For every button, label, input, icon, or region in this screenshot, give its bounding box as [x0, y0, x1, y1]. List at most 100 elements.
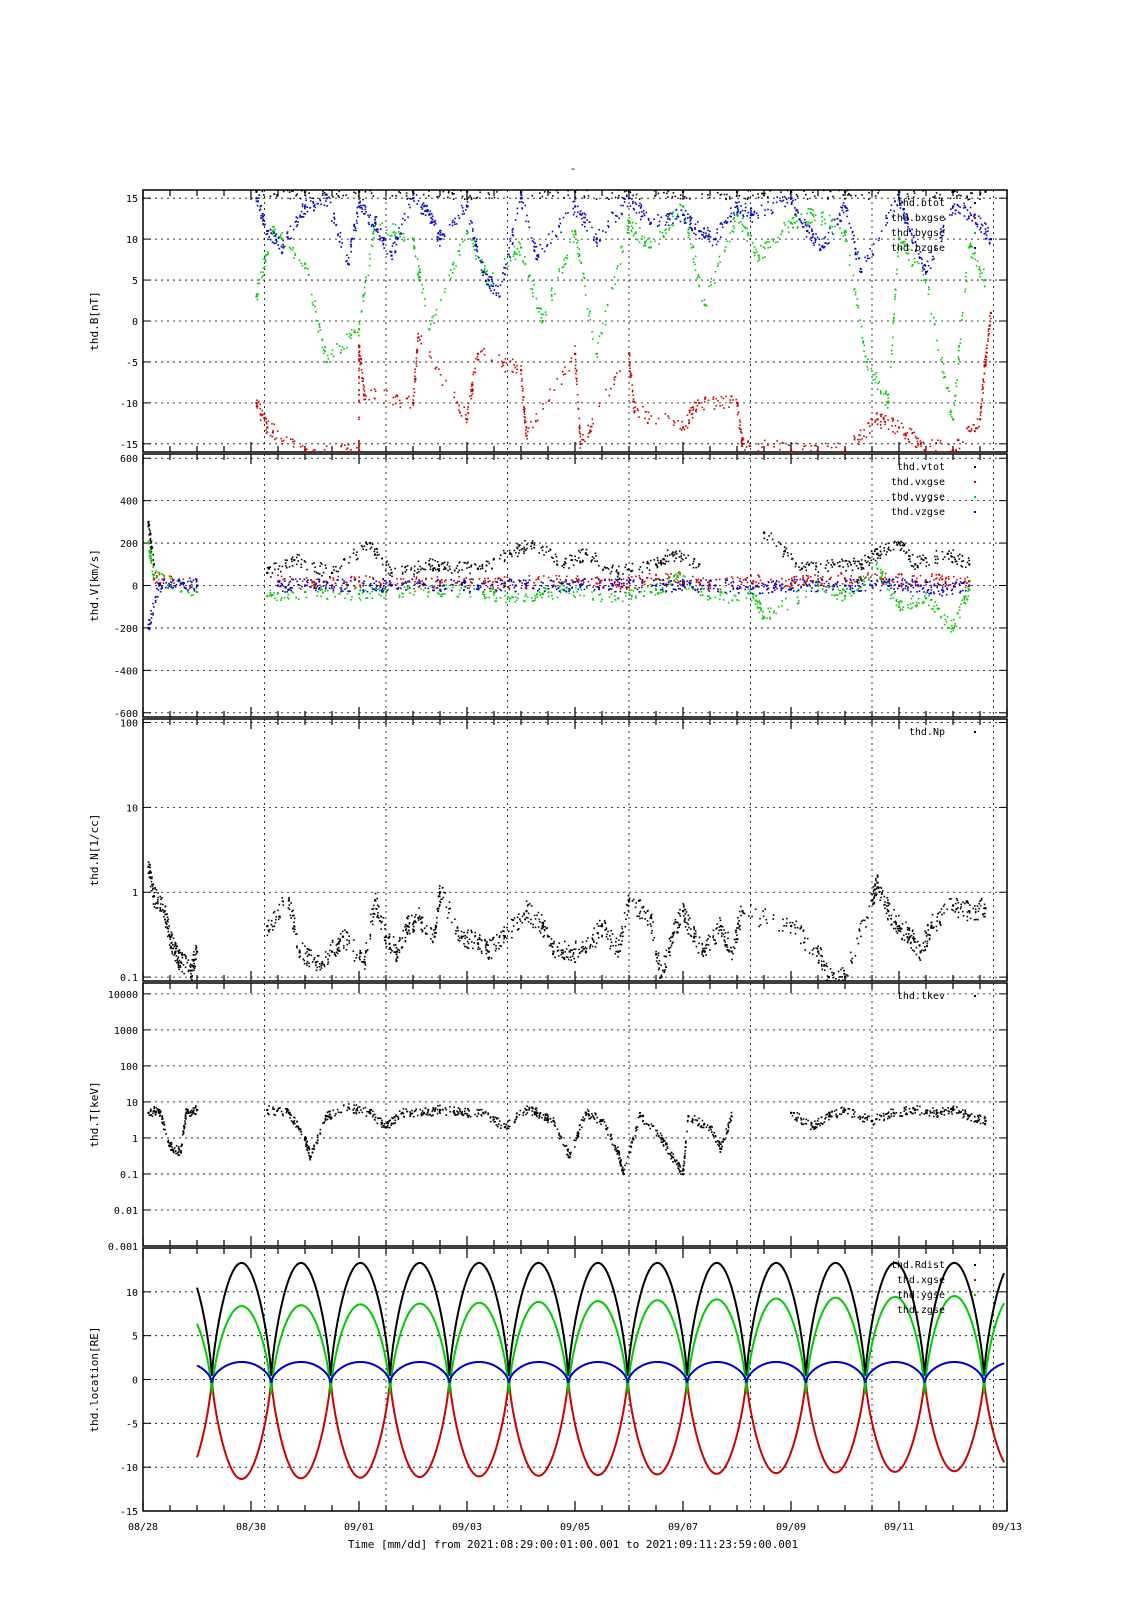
data-point [679, 571, 682, 574]
data-point [958, 346, 960, 348]
data-point [926, 260, 929, 263]
data-point [720, 590, 723, 593]
data-point [325, 445, 328, 447]
data-point [885, 583, 887, 585]
data-point [513, 253, 515, 256]
data-point [826, 559, 829, 562]
data-point [503, 586, 505, 588]
data-point [806, 561, 809, 564]
data-point [922, 600, 925, 603]
data-point [497, 578, 499, 580]
data-point [660, 559, 662, 562]
data-point [583, 276, 585, 279]
data-point [818, 243, 821, 246]
data-point [414, 368, 417, 370]
data-point [490, 587, 493, 590]
data-point [333, 212, 335, 215]
data-point [646, 585, 649, 588]
data-point [699, 230, 701, 232]
data-point [854, 560, 857, 563]
data-point [850, 575, 853, 577]
data-point [293, 257, 295, 259]
data-point [817, 571, 820, 573]
data-point [809, 222, 811, 224]
data-point [160, 573, 163, 575]
legend-marker [974, 247, 976, 249]
data-point [432, 220, 434, 223]
data-point [736, 205, 739, 208]
data-point [680, 209, 683, 212]
data-point [708, 285, 710, 288]
data-point [368, 183, 370, 185]
data-point [629, 370, 631, 373]
data-point [394, 567, 396, 570]
data-point [566, 257, 569, 259]
data-point [620, 204, 622, 207]
data-point [435, 580, 437, 583]
data-point [965, 597, 968, 600]
data-point [838, 565, 840, 568]
data-point [512, 234, 515, 237]
data-point [348, 263, 350, 266]
data-point [516, 547, 519, 550]
data-point [360, 204, 362, 207]
data-point [266, 426, 269, 429]
data-point [822, 184, 824, 186]
data-point [951, 555, 954, 558]
data-point [433, 585, 436, 587]
data-point [890, 190, 893, 191]
data-point [439, 373, 442, 376]
data-point [916, 245, 918, 247]
data-point [346, 333, 348, 336]
data-point [870, 367, 873, 370]
data-point [574, 232, 577, 234]
data-point [412, 395, 415, 397]
data-point [410, 198, 412, 200]
data-point [846, 215, 848, 218]
data-point [395, 232, 397, 234]
data-point [525, 426, 527, 428]
data-point [719, 594, 722, 596]
data-point [335, 224, 337, 226]
data-point [483, 354, 486, 356]
data-point [584, 552, 587, 555]
data-point [723, 250, 726, 253]
data-point [424, 587, 427, 589]
data-point [939, 193, 941, 196]
data-point [394, 223, 397, 226]
data-point [905, 217, 907, 219]
data-point [638, 211, 641, 214]
data-point [149, 551, 151, 553]
data-point [438, 230, 441, 232]
data-point [898, 190, 901, 193]
data-point [688, 587, 690, 590]
data-point [814, 568, 817, 571]
data-point [667, 583, 670, 586]
data-point [295, 556, 298, 559]
data-point [905, 213, 908, 216]
data-point [638, 568, 641, 571]
data-point [525, 421, 527, 423]
data-point [922, 554, 924, 557]
data-point [925, 584, 927, 586]
data-point [856, 304, 859, 307]
data-point [326, 598, 329, 600]
data-point [312, 209, 315, 212]
data-point [672, 424, 675, 427]
data-point [255, 190, 258, 193]
data-point [635, 212, 638, 214]
data-point [403, 212, 406, 215]
data-point [836, 217, 839, 220]
data-point [263, 417, 265, 419]
data-point [451, 193, 454, 196]
data-point [532, 295, 534, 298]
data-point [750, 581, 753, 584]
data-point [171, 577, 174, 580]
data-point [976, 260, 979, 262]
data-point [922, 441, 925, 443]
data-point [724, 578, 727, 580]
data-point [730, 395, 733, 398]
data-point [673, 579, 675, 582]
data-point [337, 575, 340, 578]
data-point [823, 582, 826, 585]
